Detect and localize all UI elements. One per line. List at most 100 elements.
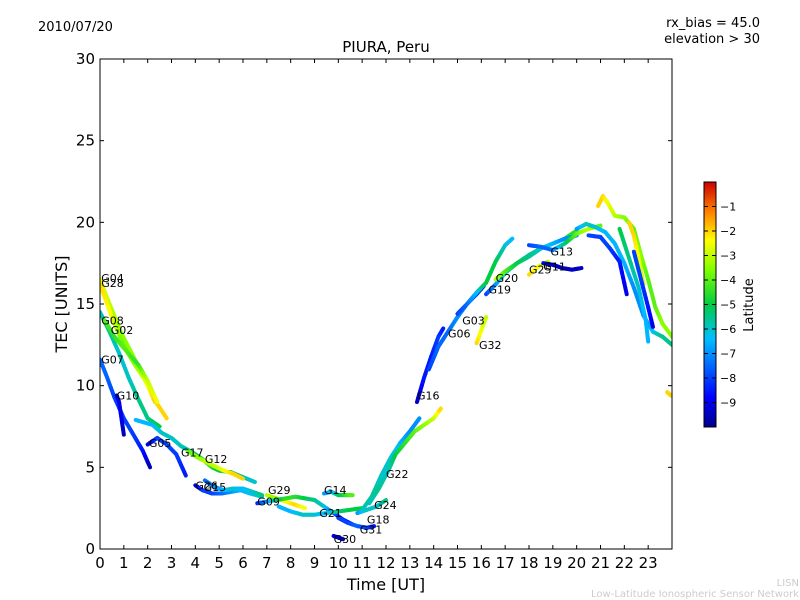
series-label: G04 (101, 272, 124, 285)
series-label: G26 (195, 479, 218, 492)
series-label: G15 (204, 481, 227, 494)
series-label: G28 (101, 277, 124, 290)
trace-segment (182, 469, 188, 478)
series-label: G29 (268, 484, 291, 497)
series-g22 (367, 406, 443, 506)
trace-segment (382, 498, 388, 504)
colorbar-tick-label: −9 (720, 397, 736, 410)
trace-segment (596, 223, 603, 229)
series-layer (100, 194, 672, 542)
y-tick-label: 25 (76, 132, 95, 150)
trace-segment (301, 505, 307, 511)
x-tick-label: 23 (639, 554, 658, 572)
series-g01b (665, 390, 672, 398)
series-g14 (322, 489, 355, 498)
colorbar-tick-label: −7 (720, 348, 736, 361)
x-tick-label: 7 (262, 554, 272, 572)
series-g21 (276, 504, 365, 517)
x-tick-label: 6 (238, 554, 248, 572)
y-tick-label: 15 (76, 295, 95, 313)
colorbar-tick-label: −8 (720, 372, 736, 385)
trace-segment (440, 326, 446, 332)
series-label: G24 (374, 499, 397, 512)
trace-segment (250, 479, 257, 485)
series-label: G31 (360, 523, 383, 536)
footer-brand: LISN (777, 578, 799, 589)
series-label: G12 (205, 453, 228, 466)
trace-segment (415, 416, 422, 423)
series-label: G14 (324, 484, 347, 497)
series-g05 (145, 435, 188, 478)
series-label: G13 (550, 246, 573, 259)
series-label: G22 (386, 468, 409, 481)
x-tick-label: 21 (591, 554, 610, 572)
series-g18 (355, 498, 388, 516)
series-g07 (100, 357, 153, 470)
series-label: G20 (496, 272, 519, 285)
x-tick-label: 18 (519, 554, 538, 572)
y-tick-label: 0 (85, 540, 95, 558)
trace-segment (509, 236, 515, 242)
footer-network: Low-Latitude Ionospheric Sensor Network (591, 589, 799, 600)
series-g31 (336, 515, 377, 530)
param-elevation: elevation > 30 (664, 32, 760, 47)
series-g32 (474, 315, 489, 346)
x-tick-label: 14 (424, 554, 443, 572)
x-axis-label: Time [UT] (346, 575, 425, 594)
series-g10 (114, 393, 126, 437)
x-tick-label: 8 (286, 554, 296, 572)
colorbar-label: Latitude (742, 278, 757, 332)
series-label: G19 (488, 283, 511, 296)
trace-segment (153, 396, 160, 404)
series-label: G07 (101, 354, 124, 367)
series-g15 (202, 478, 265, 498)
trace-segment (155, 423, 162, 429)
x-tick-label: 9 (310, 554, 320, 572)
x-tick-label: 1 (119, 554, 129, 572)
series-g23 (586, 233, 629, 297)
series-label: G17 (181, 447, 204, 460)
chart-title: PIURA, Peru (342, 38, 429, 56)
series-label: G08 (101, 314, 124, 327)
x-axis: 0 1 2 3 4 5 6 7 8 9 10 11 12 13 14 15 16 17 18 19 20 21 22 23 (95, 59, 658, 572)
x-tick-label: 5 (214, 554, 224, 572)
y-axis-label: TEC [UNITS] (52, 256, 71, 354)
y-axis: 0 5 10 15 20 25 30 (76, 50, 672, 558)
trace-segment (483, 315, 489, 322)
colorbar-tick-label: −3 (720, 250, 736, 263)
series-label: G09 (257, 496, 280, 509)
x-tick-label: 17 (496, 554, 515, 572)
x-tick-label: 15 (448, 554, 467, 572)
series-label: G30 (334, 533, 357, 546)
param-rx-bias: rx_bias = 45.0 (666, 16, 760, 31)
trace-segment (623, 286, 629, 297)
chart-date: 2010/07/20 (38, 20, 113, 35)
series-label: G05 (149, 437, 172, 450)
series-label: G18 (367, 514, 390, 527)
series-label: G03 (462, 314, 485, 327)
trace-segment (668, 392, 672, 398)
series-label: G11 (543, 260, 566, 273)
trace-segment (437, 406, 443, 413)
x-tick-label: 12 (376, 554, 395, 572)
x-tick-label: 10 (329, 554, 348, 572)
trace-segment (650, 321, 655, 329)
y-tick-label: 20 (76, 213, 95, 231)
series-g16 (414, 326, 446, 404)
colorbar-ticks: −9 −8 −7 −6 −5 −4 −3 −2 −1 (704, 201, 736, 410)
series-label: G10 (117, 389, 140, 402)
series-label: G21 (319, 507, 342, 520)
colorbar-tick-label: −4 (720, 274, 736, 287)
x-tick-label: 20 (567, 554, 586, 572)
trace-segment (146, 462, 153, 470)
y-tick-label: 30 (76, 50, 95, 68)
series-g30 (331, 533, 346, 542)
series-g12 (186, 449, 245, 481)
colorbar-tick-label: −1 (720, 201, 736, 214)
series-label: G06 (448, 327, 471, 340)
trace-segment (162, 413, 169, 421)
colorbar-tick-label: −5 (720, 299, 736, 312)
x-tick-label: 0 (95, 554, 105, 572)
